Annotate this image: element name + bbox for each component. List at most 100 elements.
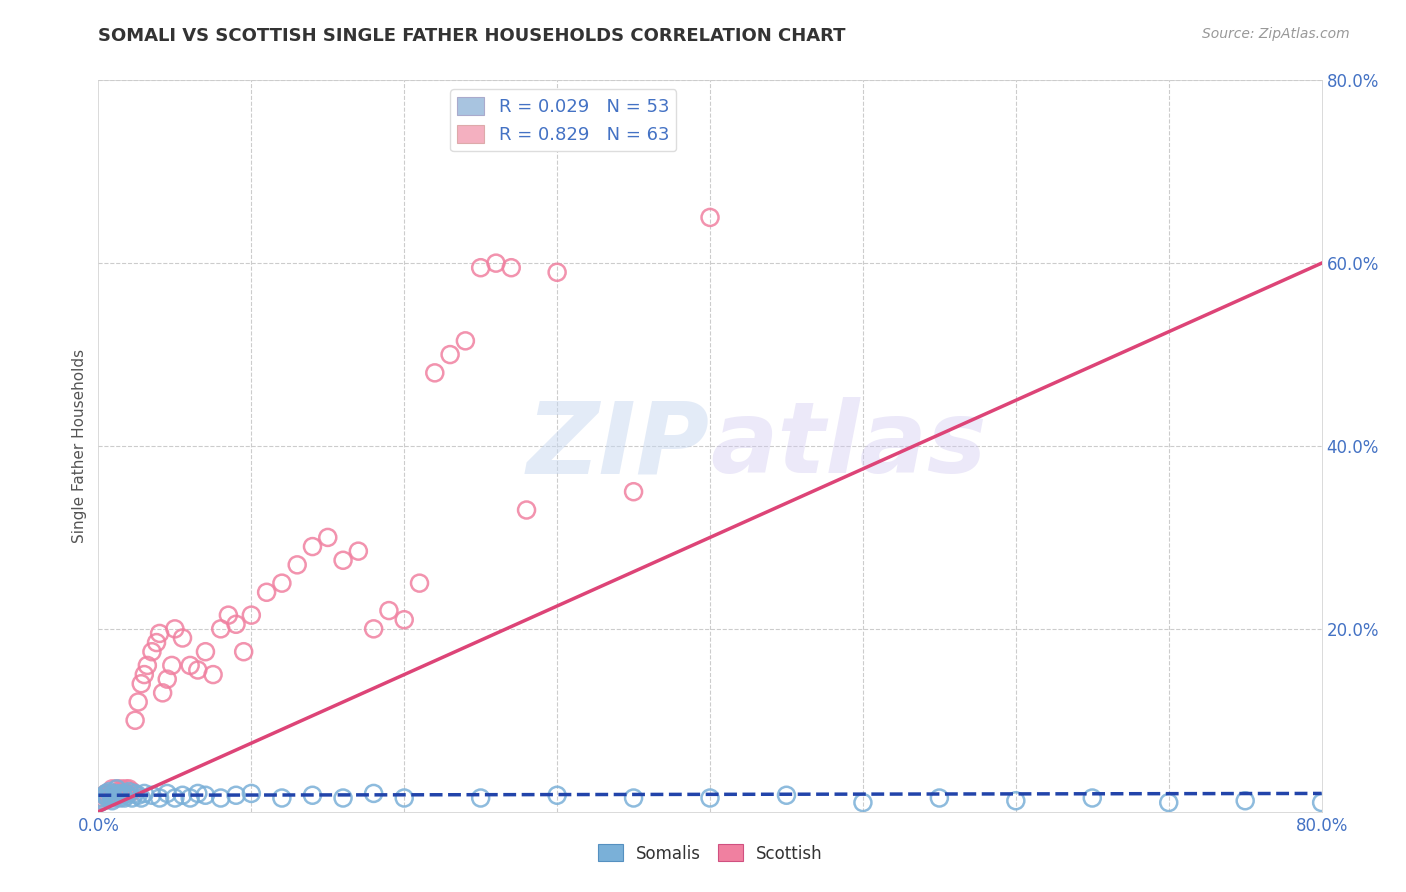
Point [100, 787, 122, 801]
Point [107, 789, 129, 803]
Point [172, 789, 194, 803]
Point [209, 791, 232, 805]
Point [98, 789, 121, 803]
Point [91, 794, 114, 808]
Point [392, 791, 416, 805]
Point [301, 789, 323, 803]
Point [392, 613, 416, 627]
Point [160, 658, 183, 673]
Point [118, 784, 141, 798]
Point [194, 789, 217, 803]
Point [363, 787, 385, 801]
Point [112, 791, 135, 805]
Point [152, 686, 174, 700]
Point [124, 787, 146, 801]
Point [240, 787, 263, 801]
Point [98, 784, 121, 798]
Point [408, 576, 430, 591]
Point [134, 787, 156, 801]
Point [1081, 791, 1104, 805]
Point [240, 608, 263, 623]
Point [105, 781, 128, 796]
Point [110, 781, 132, 796]
Point [187, 787, 209, 801]
Point [332, 791, 354, 805]
Point [100, 789, 122, 803]
Point [316, 530, 339, 544]
Point [156, 672, 179, 686]
Point [117, 789, 139, 803]
Point [111, 787, 134, 801]
Point [439, 348, 461, 362]
Point [1310, 796, 1333, 810]
Point [217, 608, 239, 623]
Point [194, 645, 217, 659]
Point [115, 781, 138, 796]
Point [209, 622, 232, 636]
Point [347, 544, 370, 558]
Point [117, 787, 139, 801]
Point [187, 663, 209, 677]
Point [127, 695, 149, 709]
Point [89, 796, 111, 810]
Point [454, 334, 477, 348]
Point [93, 789, 115, 803]
Point [118, 781, 141, 796]
Point [852, 796, 875, 810]
Point [470, 260, 492, 275]
Point [110, 787, 132, 801]
Point [363, 622, 385, 636]
Point [1157, 796, 1180, 810]
Point [179, 791, 201, 805]
Point [1004, 794, 1026, 808]
Point [285, 558, 308, 572]
Point [103, 789, 125, 803]
Point [141, 645, 163, 659]
Point [202, 667, 225, 681]
Text: ZIP: ZIP [527, 398, 710, 494]
Point [115, 787, 138, 801]
Point [93, 789, 115, 803]
Legend: Somalis, Scottish: Somalis, Scottish [591, 838, 830, 869]
Point [94, 787, 117, 801]
Point [270, 791, 292, 805]
Point [546, 265, 568, 279]
Point [124, 714, 146, 728]
Point [149, 626, 172, 640]
Point [378, 603, 401, 617]
Point [149, 791, 172, 805]
Point [129, 676, 152, 690]
Point [163, 622, 186, 636]
Point [103, 791, 125, 805]
Point [1234, 794, 1257, 808]
Point [172, 631, 194, 645]
Point [107, 789, 129, 803]
Point [111, 789, 134, 803]
Point [121, 791, 143, 805]
Point [225, 789, 247, 803]
Point [699, 791, 721, 805]
Point [108, 791, 131, 805]
Point [97, 791, 120, 805]
Point [136, 658, 159, 673]
Point [270, 576, 292, 591]
Point [104, 787, 127, 801]
Point [129, 791, 152, 805]
Point [928, 791, 950, 805]
Point [90, 794, 112, 808]
Point [516, 503, 538, 517]
Point [112, 784, 135, 798]
Point [101, 781, 124, 796]
Point [127, 789, 149, 803]
Point [101, 794, 124, 808]
Point [423, 366, 446, 380]
Point [134, 667, 156, 681]
Point [232, 645, 254, 659]
Point [141, 789, 163, 803]
Point [94, 787, 117, 801]
Point [90, 791, 112, 805]
Point [179, 658, 201, 673]
Point [501, 260, 523, 275]
Point [108, 784, 131, 798]
Point [225, 617, 247, 632]
